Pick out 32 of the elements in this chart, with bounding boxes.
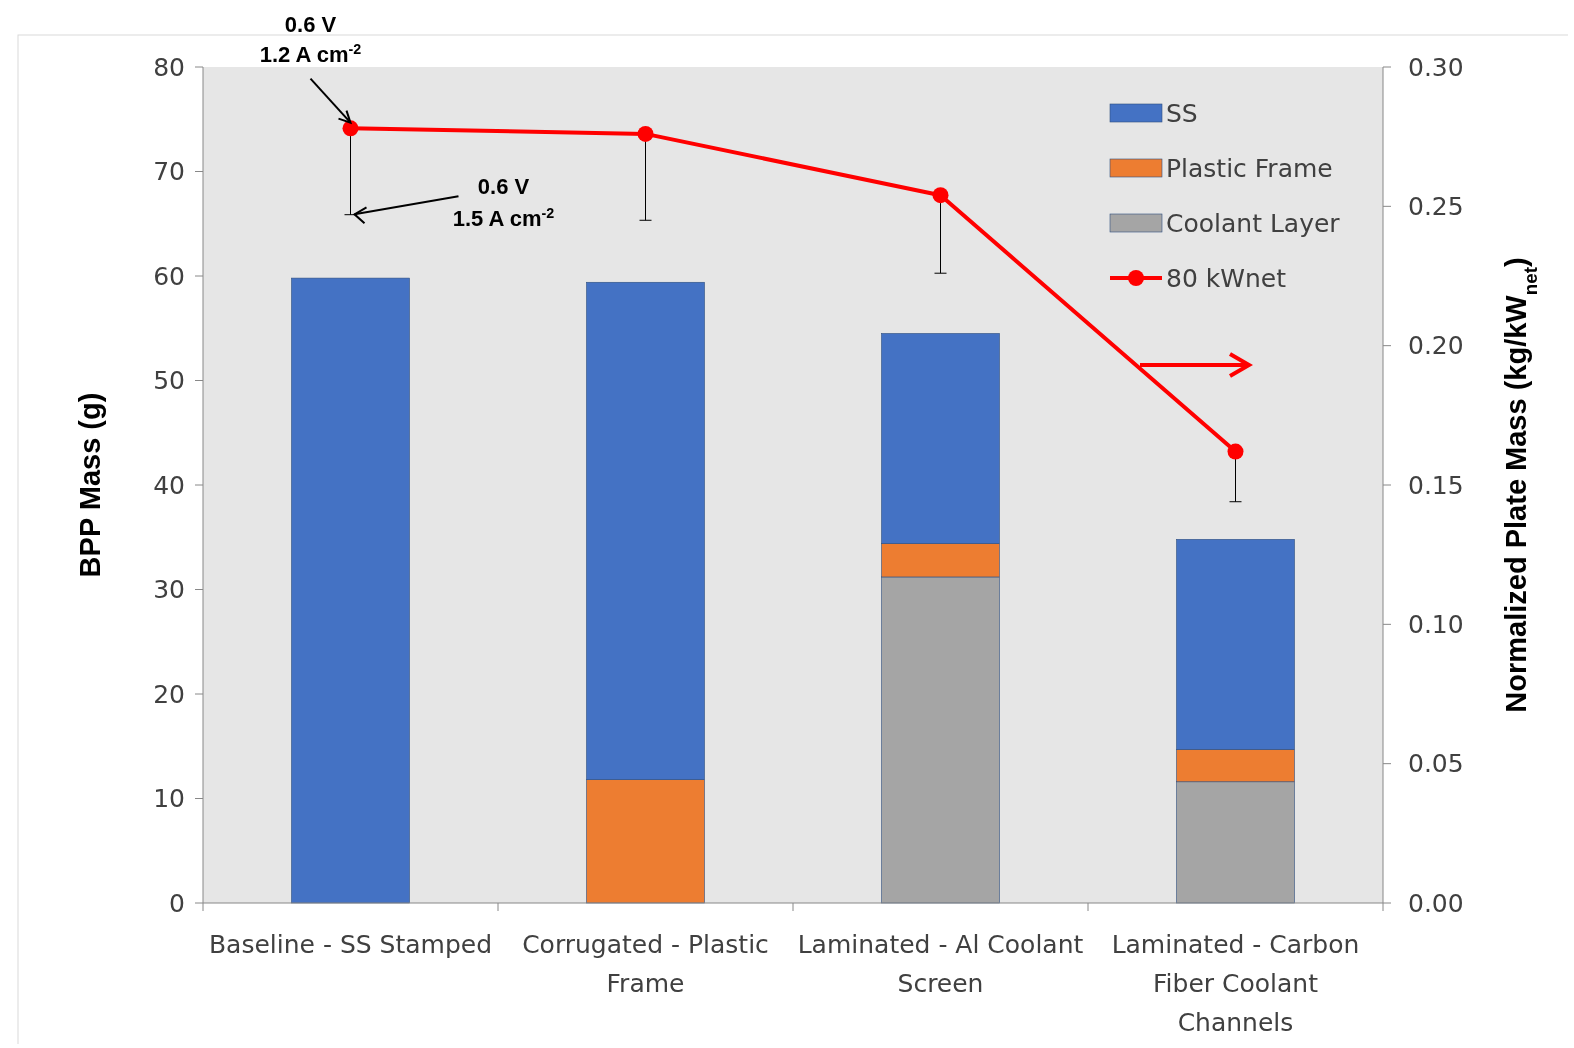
y-tick-label: 20 [153, 679, 185, 709]
y-tick-label: 80 [153, 52, 185, 82]
y-tick-label: 30 [153, 575, 185, 605]
y-tick-label: 10 [153, 784, 185, 814]
y2-tick-label: 0.25 [1408, 192, 1464, 222]
annotation: 0.6 V 1.2 A cm$^{-2}$ [259, 11, 362, 67]
bar [291, 277, 410, 904]
legend-label: Coolant Layer [1166, 208, 1341, 238]
y2-tick-label: 0.30 [1408, 52, 1464, 82]
x-tick-label: Laminated - Carbon Fiber Coolant Channels [1111, 930, 1360, 1037]
y-tick-label: 50 [153, 366, 185, 396]
y-tick-label: 70 [153, 157, 185, 187]
annotation: 0.6 V 1.5 A cm$^{-2}$ [452, 174, 555, 232]
x-tick-label: Corrugated - Plastic Frame [522, 930, 769, 998]
y-tick-label: 0 [169, 888, 185, 918]
legend-label: 80 kWnet [1166, 263, 1287, 293]
x-tick-label: Laminated - Al Coolant Screen [797, 930, 1084, 998]
y2-tick-label: 0.20 [1408, 331, 1464, 361]
legend-label: SS [1166, 98, 1198, 128]
y-tick-label: 40 [153, 470, 185, 500]
point [637, 125, 654, 142]
point [342, 120, 359, 137]
point [1227, 443, 1244, 460]
point [932, 187, 949, 204]
x-tick-label: Baseline - SS Stamped [208, 930, 493, 959]
legend-label: Plastic Frame [1166, 153, 1333, 183]
y2-tick-label: 0.05 [1408, 749, 1464, 779]
y-axis-title: BPP Mass (g) [74, 392, 106, 578]
y2-tick-label: 0.15 [1408, 470, 1464, 500]
y2-tick-label: 0.10 [1408, 610, 1464, 640]
y-tick-label: 60 [153, 261, 185, 291]
y2-tick-label: 0.00 [1408, 888, 1464, 918]
